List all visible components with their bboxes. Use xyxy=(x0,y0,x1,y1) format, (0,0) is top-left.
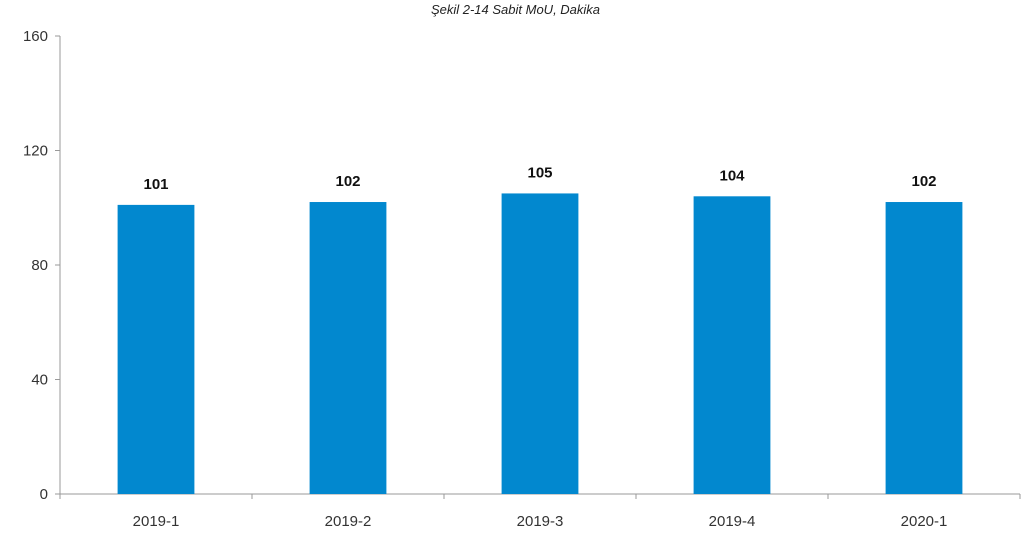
x-tick-label: 2019-2 xyxy=(325,513,372,530)
data-label: 105 xyxy=(527,164,552,181)
bar xyxy=(117,204,195,494)
bar xyxy=(501,193,579,494)
x-tick-label: 2019-4 xyxy=(709,513,756,530)
x-tick-label: 2019-1 xyxy=(133,513,180,530)
y-tick-label: 160 xyxy=(23,28,48,45)
bar xyxy=(309,202,387,494)
y-tick-label: 40 xyxy=(31,372,48,389)
x-tick-label: 2019-3 xyxy=(517,513,564,530)
x-axis: 2019-1 2019-2 2019-3 2019-4 2020-1 xyxy=(59,493,1021,530)
bars xyxy=(117,193,963,495)
data-labels: 101 102 105 104 102 xyxy=(143,164,936,192)
data-label: 102 xyxy=(335,173,360,190)
data-label: 102 xyxy=(911,173,936,190)
y-tick-label: 80 xyxy=(31,257,48,274)
x-tick-label: 2020-1 xyxy=(901,513,948,530)
y-tick-label: 120 xyxy=(23,143,48,160)
y-tick-label: 0 xyxy=(40,486,48,503)
chart-title: Şekil 2-14 Sabit MoU, Dakika xyxy=(430,2,601,17)
bar xyxy=(885,202,963,494)
data-label: 101 xyxy=(143,176,168,193)
bar xyxy=(693,196,771,495)
data-label: 104 xyxy=(719,167,745,184)
y-axis: 0 40 80 120 160 xyxy=(23,28,61,503)
